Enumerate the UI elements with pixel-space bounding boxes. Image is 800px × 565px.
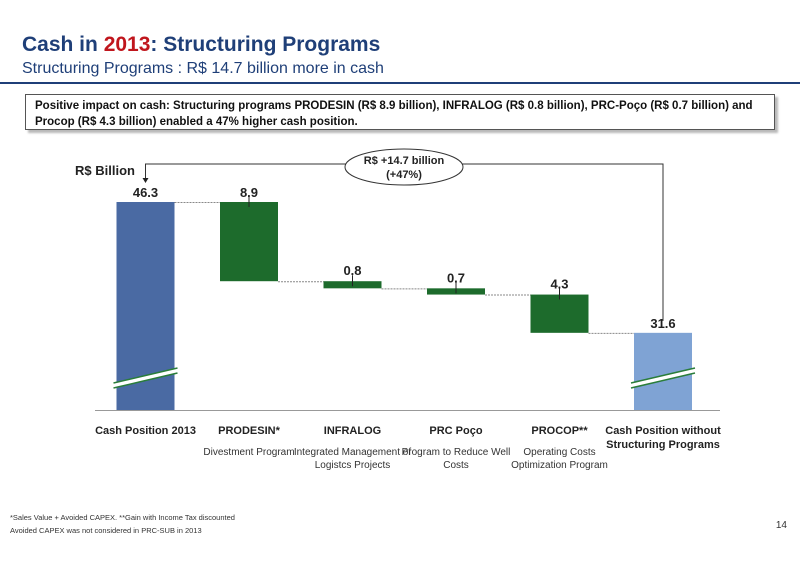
category-description-4: Program to Reduce Well Costs — [401, 447, 511, 471]
value-label-3: 0.8 — [343, 263, 361, 278]
page-subtitle: Structuring Programs : R$ 14.7 billion m… — [22, 60, 384, 77]
axis-break-line — [630, 372, 696, 389]
category-description-2: Divestment Program — [203, 447, 295, 458]
category-description-5: Operating Costs Optimization Program — [511, 447, 608, 471]
delta-bubble — [344, 148, 464, 186]
value-label-2: 8.9 — [240, 185, 258, 200]
delta-bubble-line2: (+47%) — [386, 169, 422, 181]
bracket-arrow-icon — [142, 178, 149, 183]
page-title: Cash in 2013: Structuring Programs — [22, 33, 381, 56]
value-label-5: 4.3 — [550, 277, 568, 292]
axis-break-line — [113, 367, 178, 384]
page-number: 14 — [775, 520, 787, 531]
bar-5 — [530, 294, 589, 333]
axis-break-gap — [113, 368, 178, 388]
category-description-3: Integrated Management of Logistcs Projec… — [293, 447, 412, 471]
delta-bubble-line1: R$ +14.7 billion — [364, 155, 445, 167]
value-label-6: 31.6 — [650, 316, 675, 331]
value-label-4: 0.7 — [447, 270, 465, 285]
category-label-3: INFRALOG — [323, 425, 382, 437]
category-label-4: PRC Poço — [429, 425, 483, 437]
axis-break-line — [113, 372, 178, 389]
axis-break-gap — [631, 368, 695, 388]
category-label-6: Cash Position without Structuring Progra… — [605, 425, 721, 451]
unit-label: R$ Billion — [75, 163, 135, 178]
category-label-2: PRODESIN* — [218, 425, 280, 437]
bar-2 — [220, 202, 278, 282]
title-year: 2013 — [103, 33, 151, 56]
header-rule — [0, 82, 800, 84]
footnote-1: *Sales Value + Avoided CAPEX. **Gain wit… — [10, 513, 235, 522]
category-label-5: PROCOP** — [531, 425, 588, 437]
footnote-2: Avoided CAPEX was not considered in PRC-… — [10, 526, 202, 535]
category-label-1: Cash Position 2013 — [95, 425, 196, 437]
axis-break-line — [630, 367, 696, 384]
value-label-1: 46.3 — [133, 185, 158, 200]
summary-callout: Positive impact on cash: Structuring pro… — [25, 94, 775, 130]
